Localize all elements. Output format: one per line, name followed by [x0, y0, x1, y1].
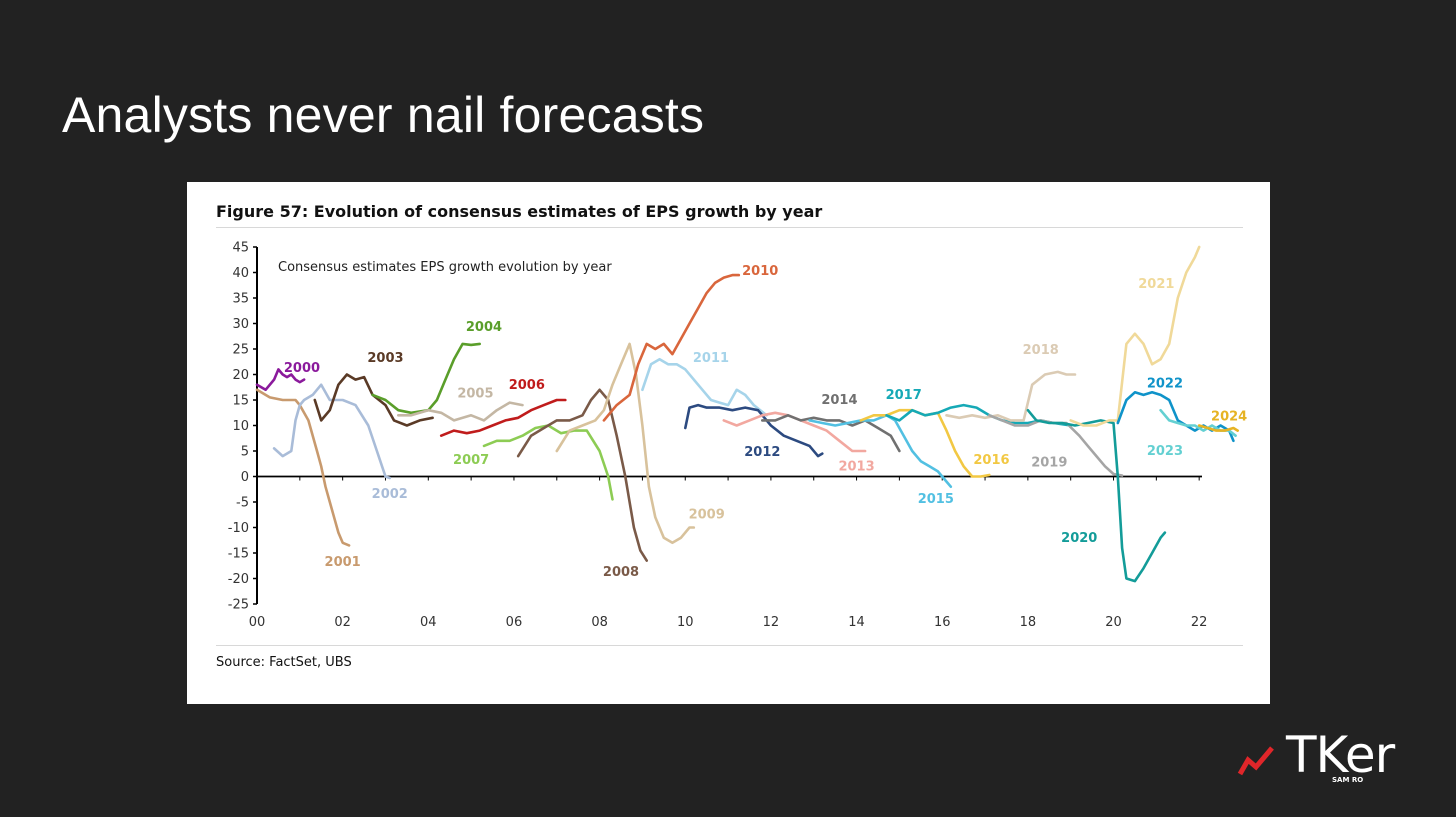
y-tick-label: 35	[232, 292, 249, 307]
series-label-2011: 2011	[693, 351, 729, 366]
y-tick-label: 0	[241, 470, 249, 485]
x-tick-label: 02	[334, 615, 351, 630]
brand-logo: TKer SAM RO	[1236, 726, 1436, 796]
series-label-2001: 2001	[325, 555, 361, 570]
y-tick-label: 10	[232, 419, 249, 434]
series-line-2001	[255, 388, 351, 547]
series-label-2009: 2009	[689, 507, 725, 522]
series-label-2016: 2016	[973, 453, 1009, 468]
series-label-2015: 2015	[918, 492, 954, 507]
chart-zigzag-icon	[1237, 746, 1274, 776]
series-label-2000: 2000	[284, 361, 320, 376]
y-tick-label: -15	[228, 547, 249, 562]
y-tick-label: 40	[232, 266, 249, 281]
x-tick-label: 00	[249, 615, 266, 630]
chart-card: Figure 57: Evolution of consensus estima…	[187, 182, 1270, 704]
series-line-2012	[683, 403, 824, 458]
series-label-2017: 2017	[886, 388, 922, 403]
series-label-2010: 2010	[742, 264, 778, 279]
y-tick-label: -10	[228, 521, 249, 536]
y-tick-label: -20	[228, 572, 249, 587]
series-line-2022	[1116, 391, 1235, 443]
x-tick-label: 20	[1105, 615, 1122, 630]
series-line-2024	[1197, 424, 1239, 432]
y-tick-label: 20	[232, 368, 249, 383]
series-label-2024: 2024	[1211, 409, 1247, 424]
y-tick-label: 5	[241, 445, 249, 460]
x-tick-label: 12	[763, 615, 780, 630]
series-line-2005	[397, 401, 524, 422]
x-tick-label: 06	[506, 615, 523, 630]
x-tick-label: 22	[1191, 615, 1208, 630]
series-label-2007: 2007	[453, 453, 489, 468]
series-line-2015	[808, 414, 953, 489]
series-label-2004: 2004	[466, 320, 502, 335]
series-line-2011	[641, 357, 768, 417]
y-tick-label: -5	[236, 496, 249, 511]
source-note: Source: FactSet, UBS	[216, 655, 352, 670]
series-label-2008: 2008	[603, 565, 639, 580]
slide-title: Analysts never nail forecasts	[62, 87, 705, 143]
series-label-2022: 2022	[1147, 376, 1183, 391]
series-line-2008	[516, 388, 649, 562]
series-line-2020	[1026, 408, 1167, 583]
y-tick-label: 25	[232, 343, 249, 358]
series-line-2006	[439, 398, 567, 437]
brand-name: TKer	[1286, 726, 1395, 784]
series-label-2020: 2020	[1061, 531, 1097, 546]
series-label-2012: 2012	[744, 445, 780, 460]
x-tick-label: 16	[934, 615, 951, 630]
series-label-2014: 2014	[821, 393, 857, 408]
eps-growth-chart: -25 -20 -15 -10 -5 0 5 10 15 20 25 30 35 40 45 00 02 04 06…	[228, 241, 1247, 631]
y-tick-label: 15	[232, 394, 249, 409]
series-line-2000	[255, 368, 306, 392]
series-label-2006: 2006	[509, 378, 545, 393]
series-line-2014	[760, 414, 901, 453]
y-tick-label: -25	[228, 598, 249, 613]
series-line-2016	[859, 408, 991, 478]
series-label-2018: 2018	[1023, 343, 1059, 358]
figure-title: Figure 57: Evolution of consensus estima…	[216, 202, 823, 221]
series-label-2002: 2002	[372, 487, 408, 502]
series-line-2007	[482, 424, 614, 501]
x-tick-label: 08	[591, 615, 608, 630]
x-tick-label: 04	[420, 615, 437, 630]
series-label-2019: 2019	[1031, 455, 1067, 470]
series-line-2010	[602, 273, 741, 422]
series-line-2003	[313, 373, 434, 427]
y-tick-label: 45	[232, 241, 249, 256]
series-line-2009	[555, 342, 696, 545]
y-tick-label: 30	[232, 317, 249, 332]
x-tick-label: 14	[848, 615, 865, 630]
series-line-2018	[945, 370, 1077, 422]
brand-subtitle: SAM RO	[1332, 776, 1364, 784]
series-label-2013: 2013	[838, 459, 874, 474]
series-label-2003: 2003	[367, 351, 403, 366]
series-label-2023: 2023	[1147, 444, 1183, 459]
series-line-2004	[371, 342, 482, 415]
series-line-2002	[272, 383, 392, 480]
bottom-rule	[216, 645, 1243, 646]
chart-subtitle: Consensus estimates EPS growth evolution…	[278, 260, 612, 275]
series-label-2021: 2021	[1138, 277, 1174, 292]
series-label-2005: 2005	[457, 386, 493, 401]
x-tick-label: 18	[1020, 615, 1037, 630]
x-tick-label: 10	[677, 615, 694, 630]
series-line-2021	[1069, 245, 1201, 427]
top-rule	[216, 227, 1243, 228]
